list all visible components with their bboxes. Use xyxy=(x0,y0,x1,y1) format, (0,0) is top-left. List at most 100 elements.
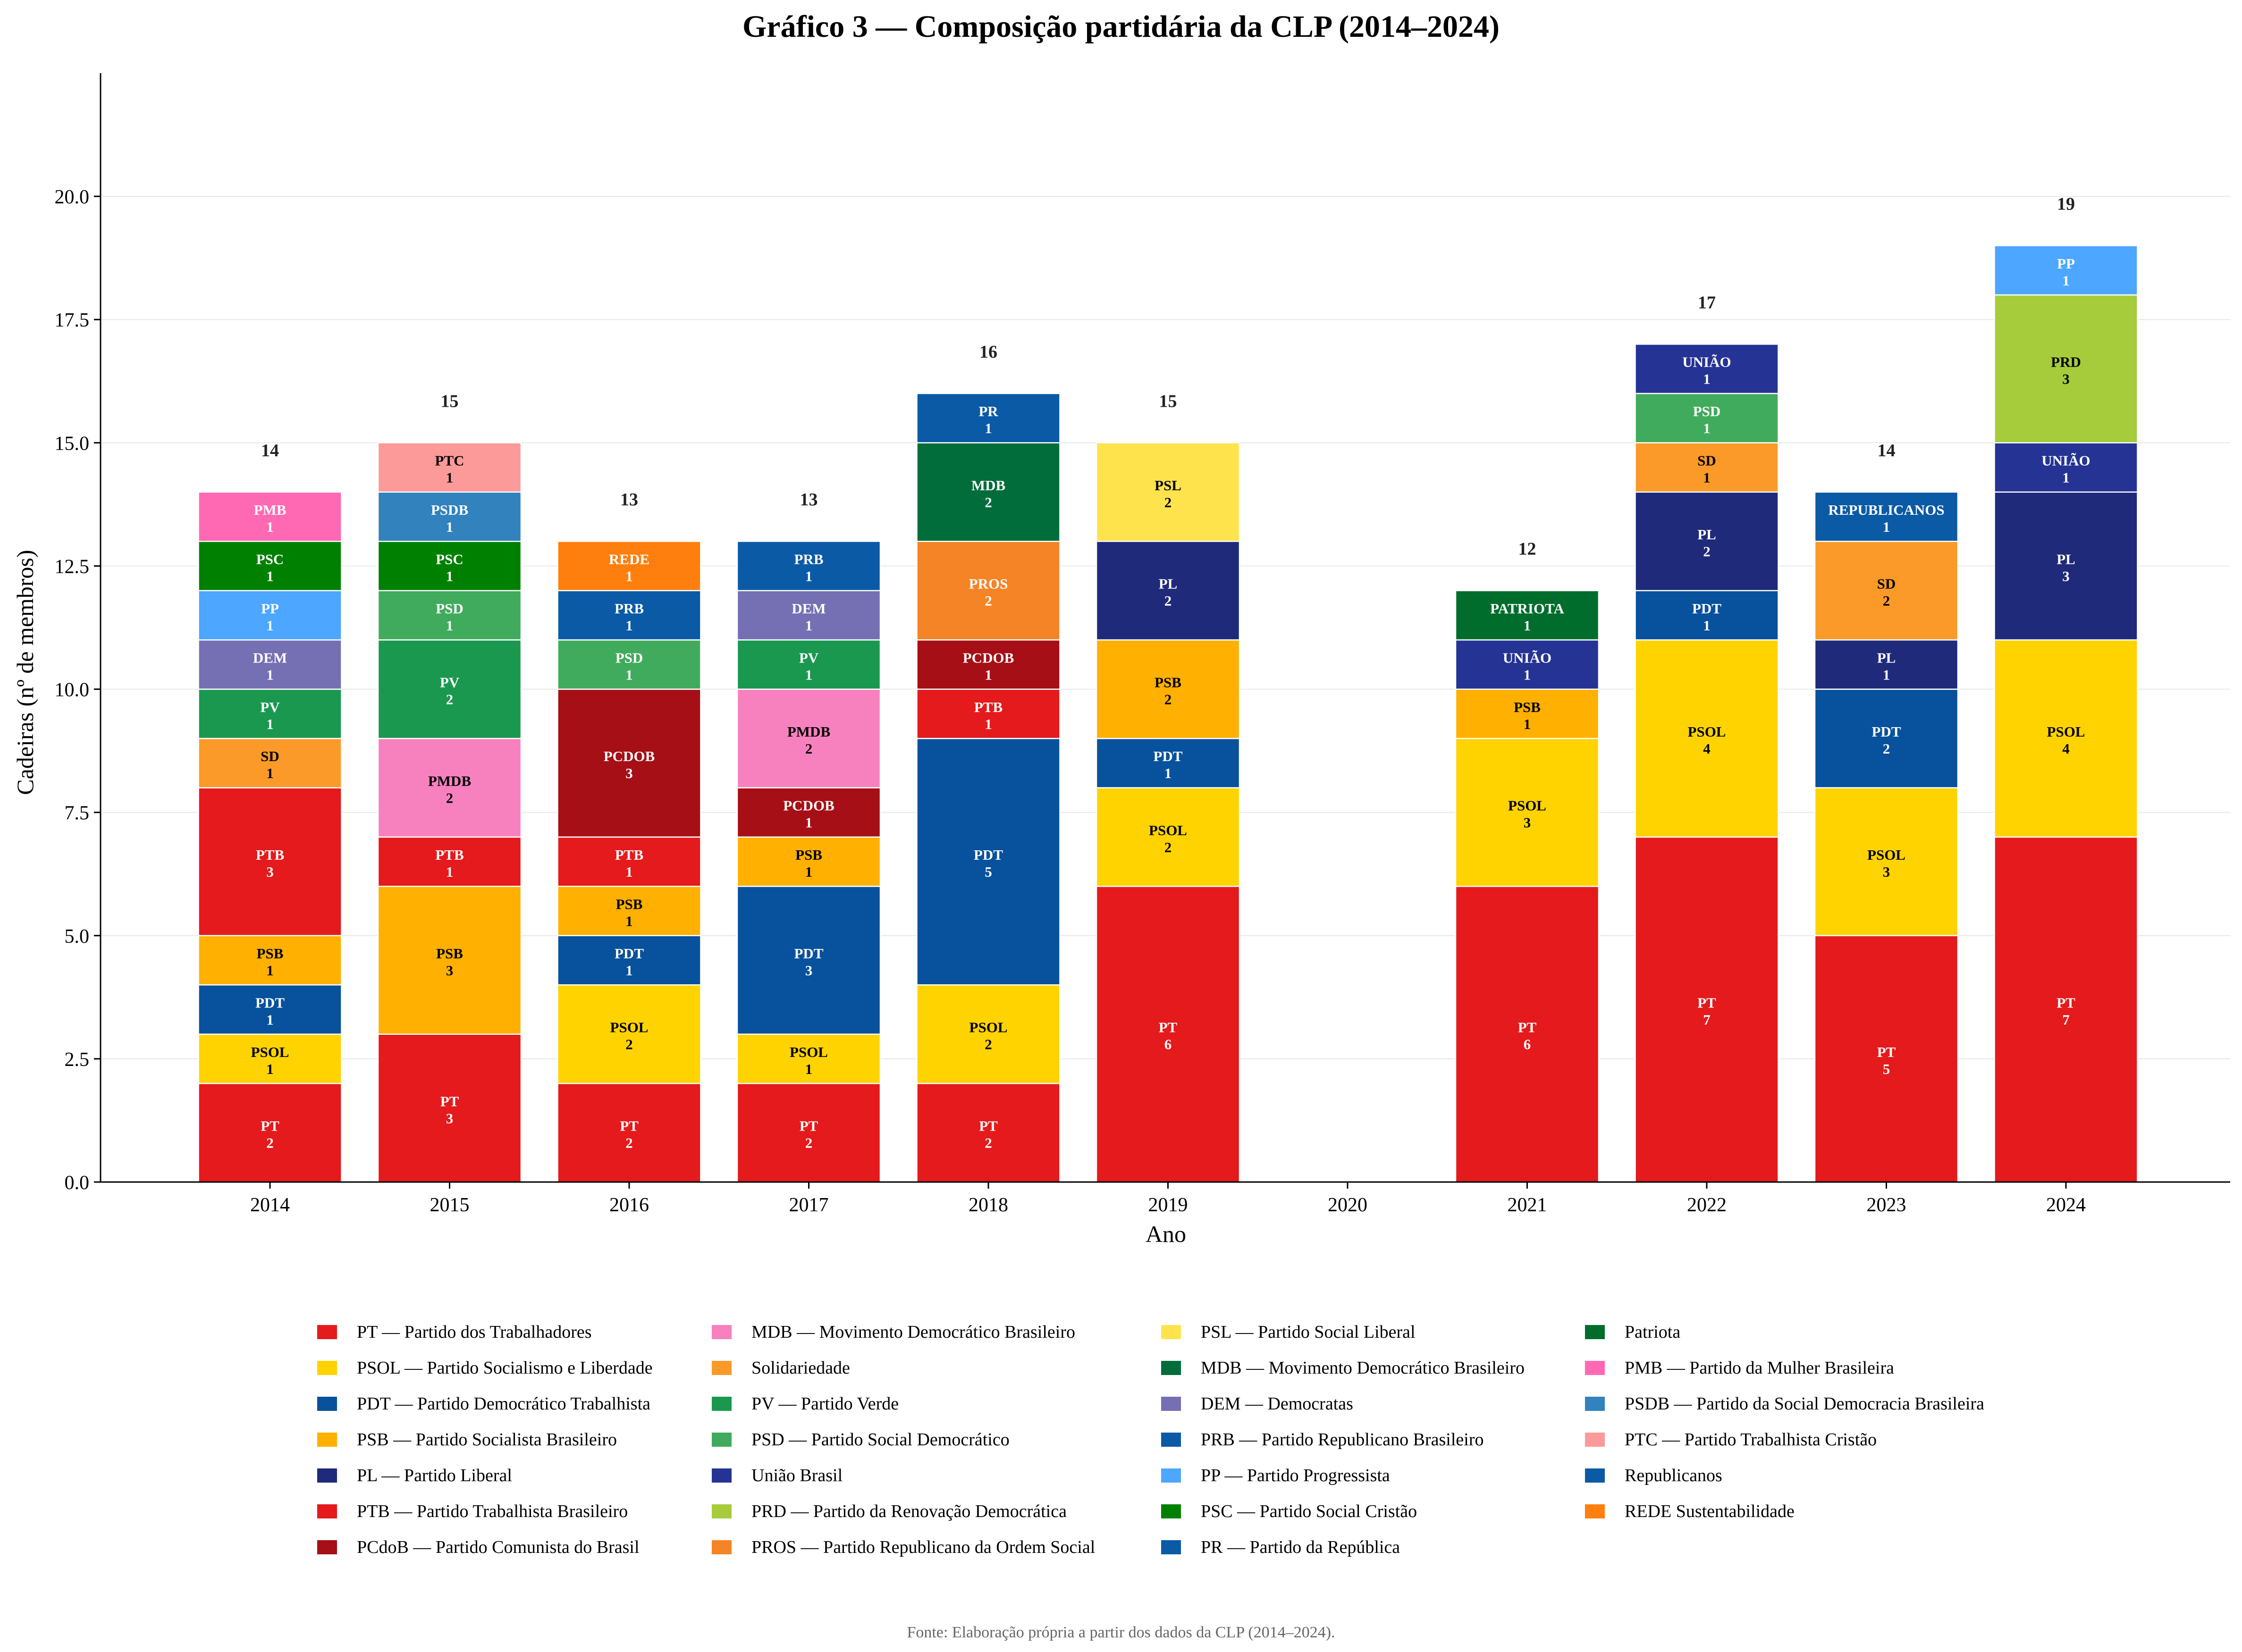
segment-value-label: 1 xyxy=(1524,617,1531,634)
segment-value-label: 2 xyxy=(1164,691,1172,708)
bar-segment xyxy=(1096,442,1240,542)
segment-value-label: 1 xyxy=(266,1011,274,1028)
x-tick-label: 2022 xyxy=(1687,1194,1727,1216)
segment-value-label: 1 xyxy=(1164,765,1172,781)
segment-value-label: 2 xyxy=(805,740,813,757)
segment-value-label: 2 xyxy=(1703,543,1711,560)
segment-value-label: 3 xyxy=(2062,568,2070,584)
axes xyxy=(100,73,2230,1183)
segment-party-label: PTB xyxy=(256,847,284,863)
legend-item: PRB — Partido Republicano Brasileiro xyxy=(1161,1430,1484,1450)
x-tick-label: 2021 xyxy=(1508,1194,1547,1216)
segment-value-label: 3 xyxy=(805,962,813,979)
legend-label: DEM — Democratas xyxy=(1201,1394,1353,1414)
bar-segment xyxy=(1455,639,1600,690)
segment-value-label: 2 xyxy=(985,1036,992,1053)
y-tick-label: 20.0 xyxy=(55,186,90,208)
bar-total-label: 14 xyxy=(1878,441,1896,461)
legend-swatch xyxy=(317,1504,337,1518)
segment-value-label: 1 xyxy=(2062,470,2070,486)
bar-segment xyxy=(377,886,522,1035)
legend-label: PRB — Partido Republicano Brasileiro xyxy=(1201,1430,1484,1450)
bar-total-label: 14 xyxy=(261,441,279,461)
segment-party-label: REDE xyxy=(609,551,649,567)
segment-value-label: 1 xyxy=(625,913,633,930)
segment-party-label: UNIÃO xyxy=(2041,453,2090,469)
segment-party-label: PATRIOTA xyxy=(1490,600,1564,617)
segment-party-label: PT xyxy=(1518,1019,1537,1036)
segment-party-label: PSD xyxy=(615,649,643,666)
segment-party-label: PL xyxy=(2057,551,2075,567)
segment-value-label: 1 xyxy=(266,617,274,634)
bar-segment xyxy=(1994,294,2138,444)
segment-value-label: 1 xyxy=(1703,617,1711,634)
segment-value-label: 1 xyxy=(266,765,274,781)
segment-value-label: 1 xyxy=(1883,666,1890,683)
segment-value-label: 1 xyxy=(805,864,813,880)
segment-value-label: 1 xyxy=(1524,716,1531,732)
legend-swatch xyxy=(1585,1433,1605,1447)
segment-party-label: PSOL xyxy=(2047,723,2085,740)
legend-item: União Brasil xyxy=(712,1466,843,1485)
bar-segment xyxy=(557,639,701,690)
legend-item: PL — Partido Liberal xyxy=(317,1466,512,1485)
bar-segment xyxy=(557,1082,701,1183)
segment-party-label: PSD xyxy=(436,600,464,617)
bar-total-label: 13 xyxy=(800,490,818,510)
legend-swatch xyxy=(1585,1361,1605,1375)
legend-label: PRD — Partido da Renovação Democrática xyxy=(751,1501,1067,1521)
bar-segment xyxy=(916,984,1061,1084)
segment-party-label: PCDOB xyxy=(783,797,834,814)
y-tick-label: 5.0 xyxy=(65,926,90,948)
segment-party-label: REPUBLICANOS xyxy=(1828,502,1944,518)
bar-segment xyxy=(557,540,701,591)
x-axis-label: Ano xyxy=(1146,1221,1186,1247)
bar-segment xyxy=(557,935,701,986)
segment-value-label: 1 xyxy=(266,666,274,683)
segment-value-label: 1 xyxy=(805,1061,813,1077)
bar-segment xyxy=(377,1033,522,1183)
segment-party-label: PDT xyxy=(1154,748,1183,764)
segment-party-label: PR xyxy=(978,403,998,419)
legend-item: PSL — Partido Social Liberal xyxy=(1161,1322,1416,1342)
y-tick-label: 17.5 xyxy=(55,310,90,331)
legend-item: PMB — Partido da Mulher Brasileira xyxy=(1585,1358,1894,1378)
segment-party-label: PSOL xyxy=(1508,797,1546,814)
segment-party-label: PMB xyxy=(254,502,287,518)
segment-value-label: 1 xyxy=(446,519,454,535)
segment-party-label: PSB xyxy=(436,945,463,962)
legend-label: PV — Partido Verde xyxy=(751,1394,899,1414)
segment-party-label: PV xyxy=(260,699,280,715)
segment-party-label: PSOL xyxy=(969,1019,1008,1036)
segment-party-label: SD xyxy=(261,748,279,764)
segment-party-label: PCDOB xyxy=(963,649,1014,666)
x-tick-labels: 2014 2015 2016 2017 2018 2019 2020 2021 2022 2023… xyxy=(250,1182,2086,1216)
segment-party-label: SD xyxy=(1697,453,1716,469)
segment-value-label: 1 xyxy=(266,962,274,979)
legend-swatch xyxy=(317,1325,337,1339)
bar-segment xyxy=(557,984,701,1084)
legend-item: Solidariedade xyxy=(712,1358,850,1378)
bar-segment xyxy=(916,688,1061,739)
segment-party-label: UNIÃO xyxy=(1682,354,1731,370)
legend-swatch xyxy=(712,1468,732,1483)
segment-party-label: PL xyxy=(1159,576,1178,592)
segment-value-label: 1 xyxy=(625,568,633,584)
bar-segment xyxy=(916,639,1061,690)
segment-party-label: PTB xyxy=(435,847,464,863)
segment-party-label: PCDOB xyxy=(604,748,655,764)
chart-title: Gráfico 3 — Composição partidária da CLP… xyxy=(742,9,1500,44)
bar-segment xyxy=(377,738,522,838)
x-tick-label: 2023 xyxy=(1867,1194,1906,1216)
segment-value-label: 4 xyxy=(2062,740,2070,757)
y-tick-labels: 0.0 2.5 5.0 7.5 10.0 12.5 15.0 17.5 20.0 xyxy=(55,186,101,1194)
bar-segment xyxy=(736,639,881,690)
segment-party-label: PSB xyxy=(1514,699,1541,715)
segment-party-label: PV xyxy=(799,649,819,666)
segment-party-label: PSDB xyxy=(431,502,468,518)
legend-item: PDT — Partido Democrático Trabalhista xyxy=(317,1394,650,1414)
legend-label: PDT — Partido Democrático Trabalhista xyxy=(357,1394,650,1414)
legend-label: PTB — Partido Trabalhista Brasileiro xyxy=(357,1501,628,1521)
segment-value-label: 1 xyxy=(1703,470,1711,486)
segment-value-label: 1 xyxy=(1703,371,1711,387)
